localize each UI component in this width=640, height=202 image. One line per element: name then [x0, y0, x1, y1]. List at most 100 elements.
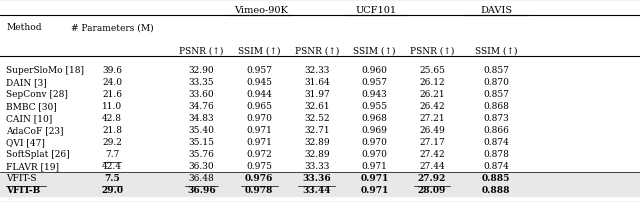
- Text: AdaCoF [23]: AdaCoF [23]: [6, 126, 64, 135]
- Text: 33.33: 33.33: [304, 162, 330, 170]
- Bar: [0, 184, 640, 196]
- Text: CAIN [10]: CAIN [10]: [6, 114, 52, 123]
- Text: 31.64: 31.64: [304, 78, 330, 87]
- Text: DAVIS: DAVIS: [480, 6, 512, 15]
- Text: 0.965: 0.965: [246, 102, 272, 111]
- Text: 0.957: 0.957: [246, 66, 272, 75]
- Text: 33.35: 33.35: [189, 78, 214, 87]
- Text: 32.90: 32.90: [189, 66, 214, 75]
- Text: Method: Method: [6, 23, 42, 32]
- Text: 0.970: 0.970: [246, 114, 272, 123]
- Text: 35.76: 35.76: [189, 150, 214, 159]
- Text: 33.60: 33.60: [189, 90, 214, 99]
- Text: PSNR (↑): PSNR (↑): [294, 46, 339, 55]
- Text: 0.888: 0.888: [482, 185, 510, 195]
- Text: 24.0: 24.0: [102, 78, 122, 87]
- Text: SuperSloMo [18]: SuperSloMo [18]: [6, 66, 84, 75]
- Text: SSIM (↑): SSIM (↑): [475, 46, 517, 55]
- Text: 36.30: 36.30: [189, 162, 214, 170]
- Text: 0.970: 0.970: [362, 150, 387, 159]
- Text: 29.0: 29.0: [101, 185, 123, 195]
- Text: BMBC [30]: BMBC [30]: [6, 102, 57, 111]
- Text: DAIN [3]: DAIN [3]: [6, 78, 47, 87]
- Text: 27.17: 27.17: [419, 138, 445, 147]
- Text: 27.92: 27.92: [418, 174, 446, 183]
- Text: 0.945: 0.945: [246, 78, 272, 87]
- Text: 0.868: 0.868: [483, 102, 509, 111]
- Text: 0.957: 0.957: [362, 78, 387, 87]
- Text: 0.874: 0.874: [483, 138, 509, 147]
- Text: 0.969: 0.969: [362, 126, 387, 135]
- Text: 26.12: 26.12: [419, 78, 445, 87]
- Text: 33.44: 33.44: [303, 185, 331, 195]
- Text: 33.36: 33.36: [303, 174, 331, 183]
- Text: 31.97: 31.97: [304, 90, 330, 99]
- Text: 0.976: 0.976: [245, 174, 273, 183]
- Bar: [0, 172, 640, 184]
- Text: FLAVR [19]: FLAVR [19]: [6, 162, 60, 170]
- Text: 7.5: 7.5: [104, 174, 120, 183]
- Text: 0.978: 0.978: [245, 185, 273, 195]
- Text: 25.65: 25.65: [419, 66, 445, 75]
- Text: 0.971: 0.971: [362, 162, 387, 170]
- Text: 27.44: 27.44: [419, 162, 445, 170]
- Text: # Parameters (M): # Parameters (M): [70, 23, 154, 32]
- Text: 35.15: 35.15: [189, 138, 214, 147]
- Text: 0.878: 0.878: [483, 150, 509, 159]
- Text: 0.970: 0.970: [362, 138, 387, 147]
- Text: 35.40: 35.40: [189, 126, 214, 135]
- Text: 0.857: 0.857: [483, 66, 509, 75]
- Text: SoftSplat [26]: SoftSplat [26]: [6, 150, 70, 159]
- Text: SepConv [28]: SepConv [28]: [6, 90, 68, 99]
- Text: 32.89: 32.89: [304, 138, 330, 147]
- Text: 0.968: 0.968: [362, 114, 387, 123]
- Text: 0.955: 0.955: [362, 102, 387, 111]
- Text: 0.874: 0.874: [483, 162, 509, 170]
- Text: 27.42: 27.42: [419, 150, 445, 159]
- Text: 0.866: 0.866: [483, 126, 509, 135]
- Text: 0.870: 0.870: [483, 78, 509, 87]
- Text: 32.52: 32.52: [304, 114, 330, 123]
- Text: 34.76: 34.76: [189, 102, 214, 111]
- Text: 0.971: 0.971: [360, 185, 388, 195]
- Text: 27.21: 27.21: [419, 114, 445, 123]
- Text: 42.4: 42.4: [102, 162, 122, 170]
- Text: 39.6: 39.6: [102, 66, 122, 75]
- Text: 11.0: 11.0: [102, 102, 122, 111]
- Text: 0.857: 0.857: [483, 90, 509, 99]
- Text: 32.61: 32.61: [304, 102, 330, 111]
- Text: 36.96: 36.96: [188, 185, 216, 195]
- Text: 28.09: 28.09: [418, 185, 446, 195]
- Text: VFIT-S: VFIT-S: [6, 174, 37, 183]
- Text: SSIM (↑): SSIM (↑): [353, 46, 396, 55]
- Text: 29.2: 29.2: [102, 138, 122, 147]
- Text: 0.971: 0.971: [360, 174, 388, 183]
- Text: 34.83: 34.83: [189, 114, 214, 123]
- Text: PSNR (↑): PSNR (↑): [179, 46, 224, 55]
- Text: 7.7: 7.7: [105, 150, 119, 159]
- Text: 0.885: 0.885: [482, 174, 510, 183]
- Text: VFIT-B: VFIT-B: [6, 185, 41, 195]
- Text: PSNR (↑): PSNR (↑): [410, 46, 454, 55]
- Text: 32.89: 32.89: [304, 150, 330, 159]
- Text: 0.972: 0.972: [246, 150, 272, 159]
- Text: 42.8: 42.8: [102, 114, 122, 123]
- Text: 21.6: 21.6: [102, 90, 122, 99]
- Text: 0.873: 0.873: [483, 114, 509, 123]
- Text: UCF101: UCF101: [355, 6, 397, 15]
- Text: Vimeo-90K: Vimeo-90K: [234, 6, 288, 15]
- Text: 26.21: 26.21: [419, 90, 445, 99]
- Text: 0.971: 0.971: [246, 138, 272, 147]
- Text: 0.944: 0.944: [246, 90, 272, 99]
- Text: 0.943: 0.943: [362, 90, 387, 99]
- Text: QVI [47]: QVI [47]: [6, 138, 45, 147]
- Text: 0.975: 0.975: [246, 162, 272, 170]
- Text: 26.49: 26.49: [419, 126, 445, 135]
- Text: 26.42: 26.42: [419, 102, 445, 111]
- Text: 32.33: 32.33: [304, 66, 330, 75]
- Text: SSIM (↑): SSIM (↑): [238, 46, 280, 55]
- Text: 0.971: 0.971: [246, 126, 272, 135]
- Text: 32.71: 32.71: [304, 126, 330, 135]
- Text: 36.48: 36.48: [189, 174, 214, 183]
- Text: 0.960: 0.960: [362, 66, 387, 75]
